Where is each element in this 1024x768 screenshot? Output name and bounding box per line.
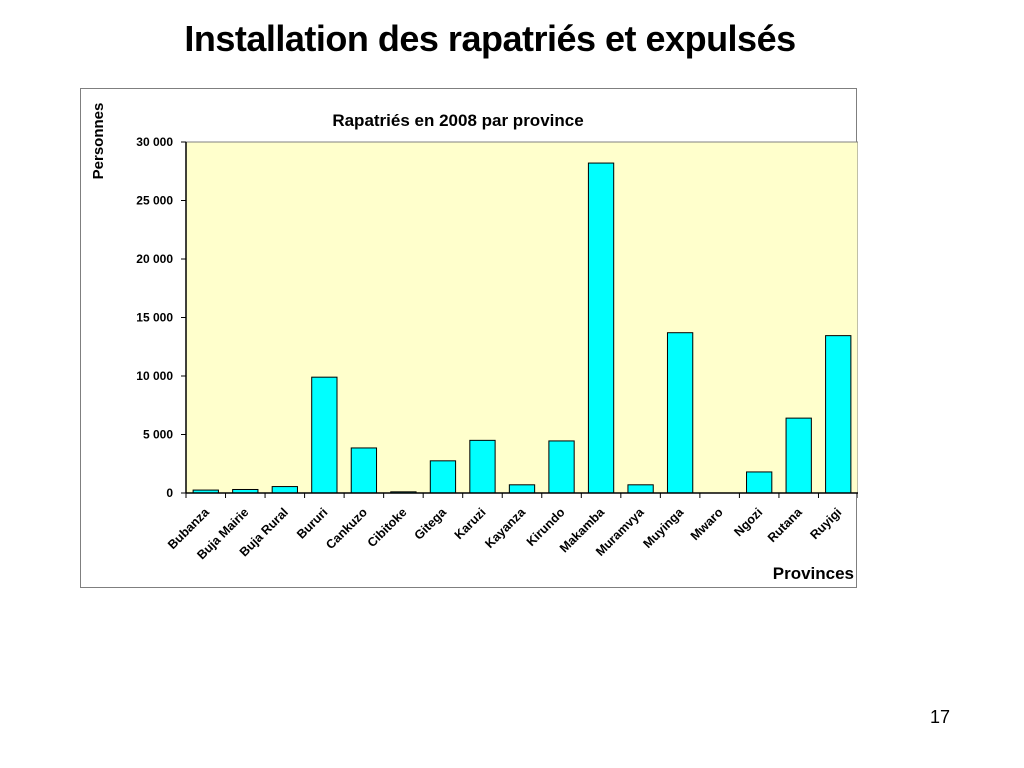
plot-area: [185, 141, 858, 494]
x-tick-label: Cankuzo: [323, 505, 370, 552]
x-tick-label: Ngozi: [731, 505, 765, 539]
x-tick-label: Gitega: [412, 504, 450, 542]
x-tick-label: Karuzi: [452, 505, 489, 542]
bar-ngozi: [746, 471, 773, 494]
bar-muramvya: [627, 484, 654, 494]
x-axis-label: Provinces: [773, 564, 854, 583]
bar-bururi: [311, 376, 338, 494]
bar-gitega: [429, 460, 457, 494]
x-tick-label: Mwaro: [688, 505, 726, 543]
page-number: 17: [930, 707, 951, 727]
bar-karuzi: [469, 439, 496, 494]
y-tick-label: 5 000: [143, 428, 173, 442]
y-tick-label: 10 000: [136, 369, 173, 383]
bar-kayanza: [508, 484, 536, 494]
slide-title: Installation des rapatriés et expulsés: [184, 18, 796, 59]
x-tick-label: Rutana: [765, 504, 806, 545]
y-tick-label: 15 000: [136, 311, 173, 325]
bar-ruyigi: [825, 335, 852, 494]
bar-rutana: [785, 417, 812, 494]
y-tick-label: 30 000: [136, 135, 173, 149]
y-tick-label: 25 000: [136, 194, 173, 208]
y-tick-label: 20 000: [136, 252, 173, 266]
bar-makamba: [587, 162, 615, 494]
y-tick-label: 0: [166, 486, 173, 500]
bar-kirundo: [548, 440, 575, 494]
bar-cankuzo: [350, 447, 378, 494]
bar-muyinga: [666, 332, 694, 494]
bar-buja-rural: [271, 486, 298, 494]
y-axis-label: Personnes: [90, 103, 107, 180]
x-tick-label: Bururi: [294, 505, 330, 541]
x-tick-label: Cibitoke: [365, 505, 410, 550]
x-tick-label: Muyinga: [640, 504, 686, 550]
chart-title: Rapatriés en 2008 par province: [332, 111, 583, 130]
x-tick-label: Kayanza: [482, 504, 529, 551]
x-tick-label: Ruyigi: [807, 505, 844, 542]
